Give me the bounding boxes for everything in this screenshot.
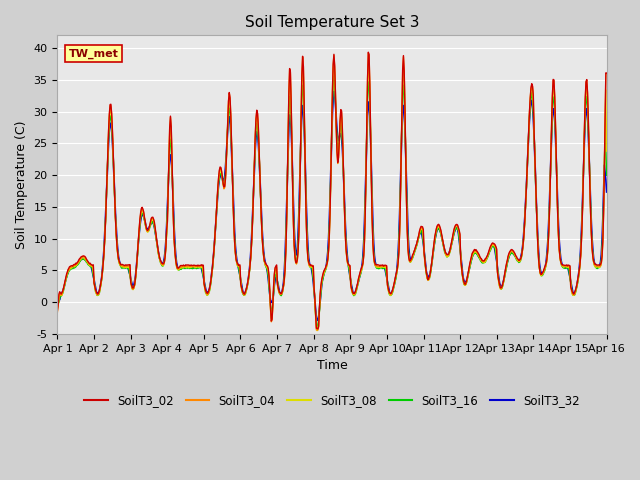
SoilT3_32 <box>313 317 321 323</box>
SoilT3_04 <box>314 327 322 333</box>
SoilT3_16 <box>313 326 321 332</box>
SoilT3_16 <box>603 172 611 178</box>
SoilT3_02 <box>364 49 372 55</box>
SoilT3_32 <box>120 264 128 270</box>
Legend: SoilT3_02, SoilT3_04, SoilT3_08, SoilT3_16, SoilT3_32: SoilT3_02, SoilT3_04, SoilT3_08, SoilT3_… <box>79 389 584 411</box>
SoilT3_16 <box>176 267 184 273</box>
SoilT3_16 <box>401 92 408 98</box>
SoilT3_16 <box>63 273 71 278</box>
SoilT3_04 <box>205 290 212 296</box>
SoilT3_32 <box>176 266 184 272</box>
SoilT3_04 <box>603 71 611 76</box>
X-axis label: Time: Time <box>317 359 348 372</box>
SoilT3_04 <box>417 227 424 232</box>
SoilT3_04 <box>54 309 61 315</box>
SoilT3_02 <box>401 68 408 74</box>
Line: SoilT3_04: SoilT3_04 <box>58 53 607 330</box>
SoilT3_08 <box>417 228 424 234</box>
Title: Soil Temperature Set 3: Soil Temperature Set 3 <box>244 15 419 30</box>
Line: SoilT3_08: SoilT3_08 <box>58 63 607 331</box>
SoilT3_04 <box>401 69 408 74</box>
SoilT3_32 <box>401 108 408 114</box>
SoilT3_04 <box>176 264 184 270</box>
SoilT3_04 <box>364 50 372 56</box>
Line: SoilT3_32: SoilT3_32 <box>58 92 607 320</box>
SoilT3_04 <box>120 264 128 269</box>
SoilT3_32 <box>205 288 212 294</box>
SoilT3_02 <box>176 264 184 270</box>
SoilT3_32 <box>417 229 424 235</box>
SoilT3_32 <box>603 189 611 195</box>
SoilT3_08 <box>401 78 408 84</box>
SoilT3_08 <box>120 264 128 270</box>
SoilT3_08 <box>330 60 338 66</box>
Line: SoilT3_16: SoilT3_16 <box>58 77 607 329</box>
SoilT3_08 <box>205 291 212 297</box>
SoilT3_04 <box>63 270 71 276</box>
SoilT3_16 <box>330 74 338 80</box>
Y-axis label: Soil Temperature (C): Soil Temperature (C) <box>15 120 28 249</box>
SoilT3_08 <box>313 328 321 334</box>
SoilT3_08 <box>54 304 61 310</box>
SoilT3_16 <box>54 302 61 308</box>
SoilT3_32 <box>63 271 71 277</box>
SoilT3_02 <box>314 326 322 332</box>
SoilT3_16 <box>417 230 424 236</box>
SoilT3_02 <box>54 308 61 313</box>
Line: SoilT3_02: SoilT3_02 <box>58 52 607 329</box>
SoilT3_32 <box>330 89 338 95</box>
Text: TW_met: TW_met <box>68 49 118 59</box>
SoilT3_08 <box>63 271 71 276</box>
SoilT3_02 <box>120 263 128 268</box>
SoilT3_08 <box>176 265 184 271</box>
SoilT3_02 <box>205 288 212 294</box>
SoilT3_16 <box>120 265 128 271</box>
SoilT3_02 <box>417 226 424 231</box>
SoilT3_16 <box>205 290 212 296</box>
SoilT3_02 <box>63 269 71 275</box>
SoilT3_32 <box>54 300 61 305</box>
SoilT3_08 <box>603 148 611 154</box>
SoilT3_02 <box>603 70 611 76</box>
